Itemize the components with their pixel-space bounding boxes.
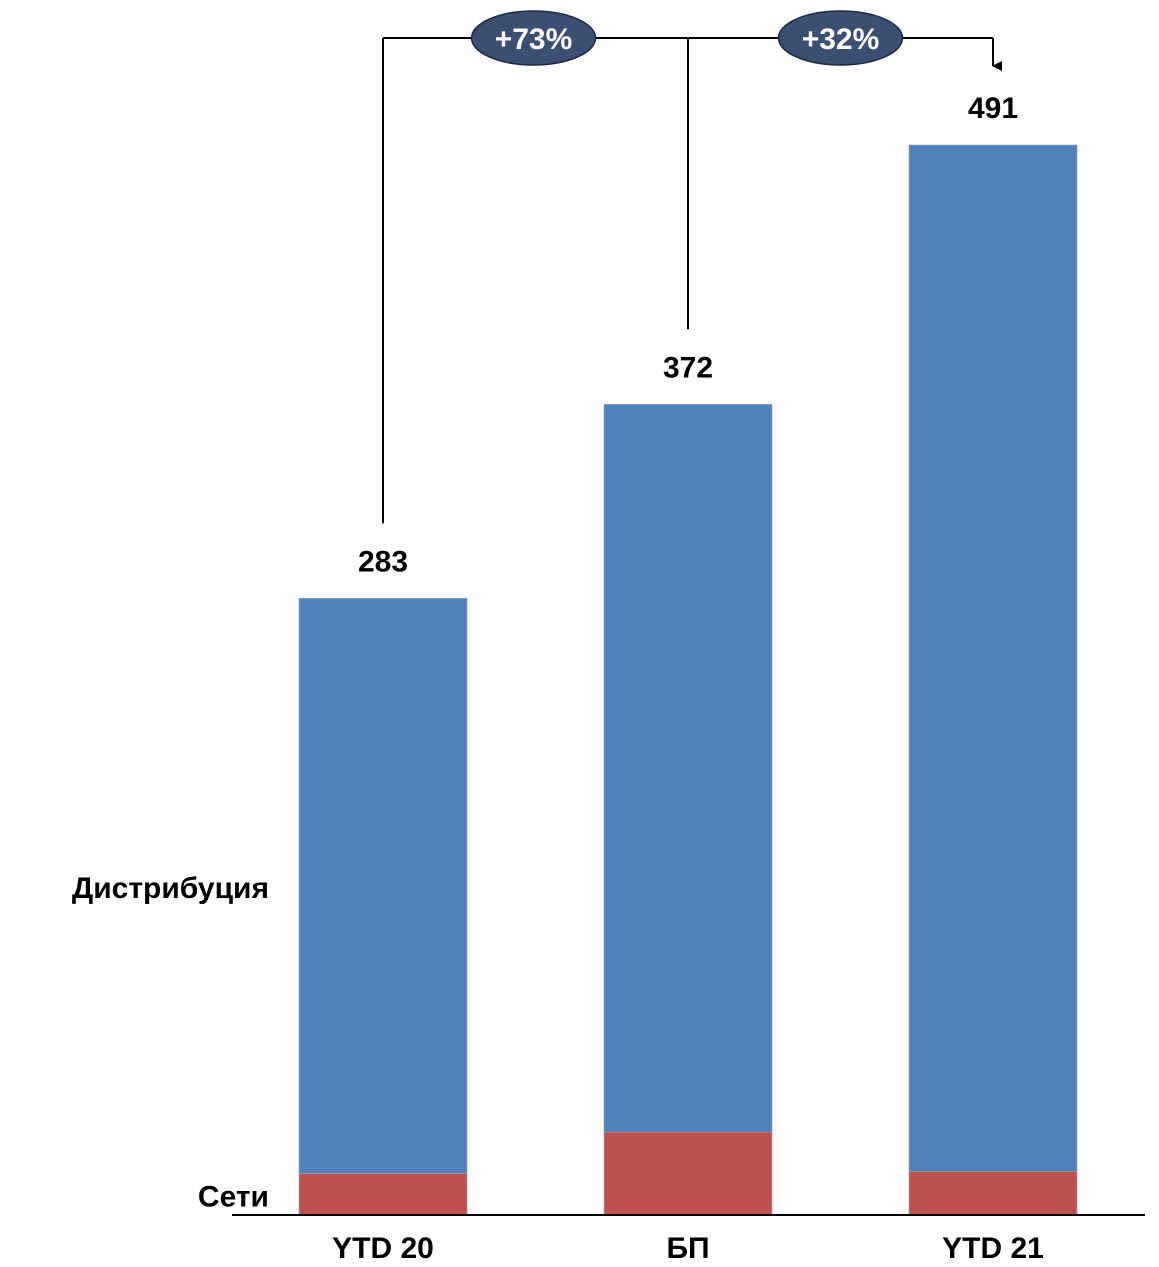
bars-layer [298,144,1078,1216]
bar-segment-дистрибуция-бп [603,404,773,1133]
series-label-дистрибуция: Дистрибуция [72,872,269,905]
total-label-ytd-20: 283 [358,545,408,578]
series-label-сети: Сети [198,1180,269,1213]
category-label-бп: БП [666,1232,709,1265]
growth-connectors: +73% +32% [382,10,1002,524]
bar-segment-сети-бп [603,1131,773,1216]
labels-layer: 283 YTD 20 372 БП 491 YTD 21 Сети Дистрибуция [72,92,1044,1265]
growth-pill-1 [470,10,597,66]
bar-segment-дистрибуция-ytd-21 [908,144,1078,1172]
total-label-бп: 372 [663,351,713,384]
growth-pill-2 [777,10,904,66]
bar-segment-сети-ytd-20 [298,1173,468,1216]
bar-segment-дистрибуция-ytd-20 [298,597,468,1174]
bar-segment-сети-ytd-21 [908,1171,1078,1216]
total-label-ytd-21: 491 [968,92,1018,125]
growth-label-1: +73% [495,23,573,56]
category-label-ytd-21: YTD 21 [942,1232,1044,1265]
growth-label-2: +32% [802,23,880,56]
category-label-ytd-20: YTD 20 [332,1232,434,1265]
